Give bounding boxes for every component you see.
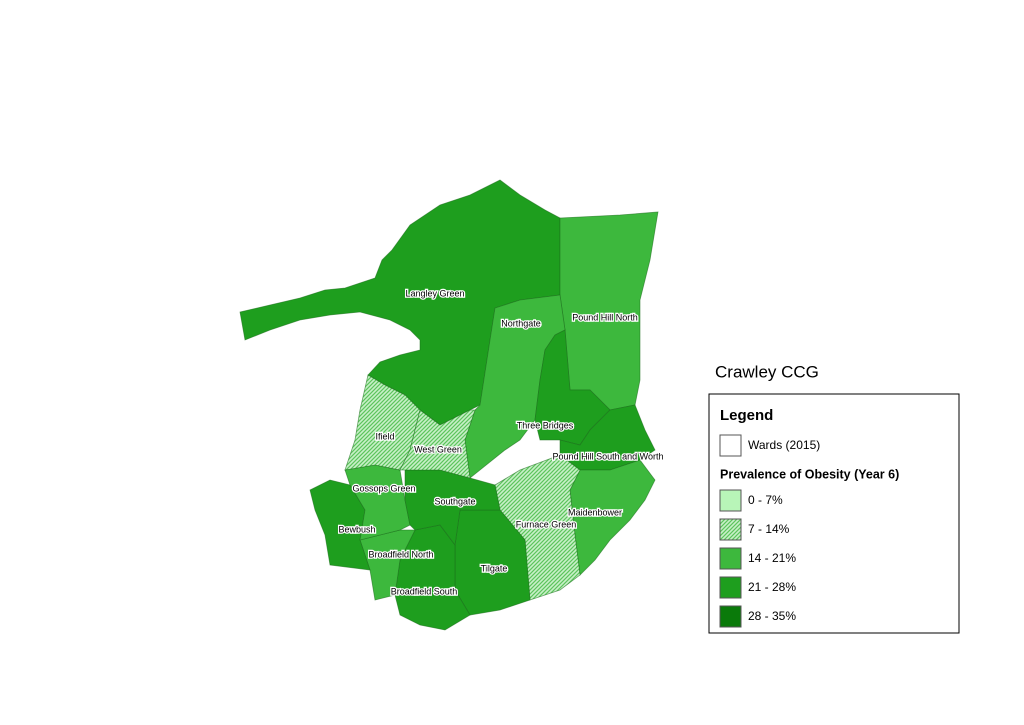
- field-title: Prevalence of Obesity (Year 6): [720, 467, 899, 481]
- class-label: 7 - 14%: [748, 522, 790, 536]
- ward-area: [464, 294, 566, 479]
- ward-label: Northgate: [501, 318, 541, 328]
- ward-label: Maidenbower: [568, 507, 622, 517]
- class-label: 14 - 21%: [748, 551, 796, 565]
- legend-frame: [708, 393, 960, 634]
- class-swatch: [719, 518, 742, 541]
- class-label: 21 - 28%: [748, 580, 796, 594]
- ward-area: [569, 459, 656, 576]
- layer-swatch: [719, 434, 742, 457]
- class-swatch: [719, 489, 742, 512]
- ward-label: Langley Green: [405, 288, 464, 298]
- ward-label: Pound Hill North: [572, 312, 638, 322]
- ward-label: West Green: [414, 444, 462, 454]
- wards: [239, 179, 659, 631]
- ward-label: Broadfield South: [391, 586, 458, 596]
- ward-label: Pound Hill South and Worth: [553, 451, 664, 461]
- ward-area: [399, 409, 476, 479]
- ward-label: Gossops Green: [352, 483, 415, 493]
- ward-label: Broadfield North: [368, 549, 433, 559]
- ward-area: [309, 479, 371, 571]
- class-swatch: [719, 605, 742, 628]
- class-label: 28 - 35%: [748, 609, 796, 623]
- ward-label: Furnace Green: [516, 519, 577, 529]
- map-title: Crawley CCG: [715, 362, 819, 381]
- layer-label: Wards (2015): [748, 438, 820, 452]
- ward-label: Ifield: [375, 431, 394, 441]
- ward-labels: Langley Green Northgate Pound Hill North…: [337, 287, 664, 598]
- legend-title: Legend: [720, 407, 773, 424]
- ward-label: Tilgate: [481, 563, 508, 573]
- legend: Legend Wards (2015) Prevalence of Obesit…: [708, 393, 960, 634]
- ward-area: [559, 211, 659, 411]
- ward-area: [359, 529, 416, 601]
- ward-label: Bewbush: [338, 524, 375, 534]
- ward-label: Southgate: [434, 496, 475, 506]
- class-label: 0 - 7%: [748, 493, 783, 507]
- class-swatch: [719, 547, 742, 570]
- ward-label: Three Bridges: [517, 420, 574, 430]
- class-swatch: [719, 576, 742, 599]
